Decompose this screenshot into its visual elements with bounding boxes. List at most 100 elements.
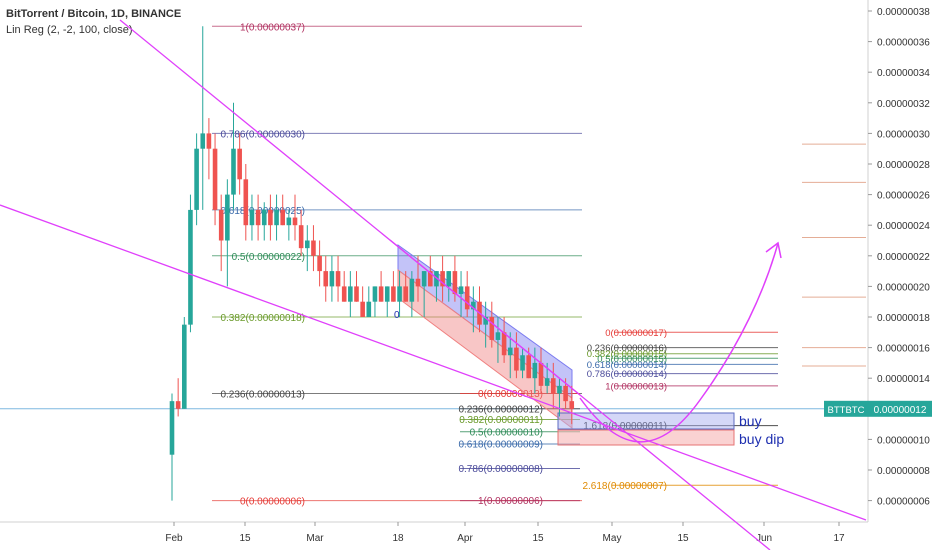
fib-level-label: 0(0.00000006) xyxy=(240,497,305,508)
candle-body xyxy=(237,148,242,180)
candle-body xyxy=(514,347,519,371)
y-tick-label: 0.00000032 xyxy=(877,99,930,110)
candle-body xyxy=(428,271,433,287)
y-tick-label: 0.00000026 xyxy=(877,191,930,202)
fib-level-label: 0.5(0.00000022) xyxy=(232,252,305,263)
x-tick-label: 18 xyxy=(392,533,404,544)
candle-body xyxy=(329,271,335,287)
candle-body xyxy=(182,324,187,409)
candle-body xyxy=(378,286,384,302)
candle-body xyxy=(538,362,544,386)
y-tick-label: 0.00000020 xyxy=(877,282,930,293)
buy-dip-zone-box xyxy=(557,429,735,446)
fib-level-label: 1(0.00000037) xyxy=(240,22,305,33)
candle-body xyxy=(471,301,476,310)
candle-body xyxy=(397,286,402,302)
projection-curve xyxy=(579,242,779,443)
candle-body xyxy=(268,209,273,226)
y-tick-label: 0.00000028 xyxy=(877,160,930,171)
y-tick-label: 0.00000018 xyxy=(877,313,930,324)
candle-body xyxy=(452,271,458,295)
candle-body xyxy=(446,271,452,287)
candle-body xyxy=(317,255,322,272)
y-tick-label: 0.00000006 xyxy=(877,497,930,508)
candle-body xyxy=(557,385,562,394)
channel-upper-extension xyxy=(389,239,771,550)
channel-zero-label: 0 xyxy=(394,310,400,321)
candle-body xyxy=(323,271,329,287)
candle-body xyxy=(440,271,445,287)
candle-body xyxy=(372,286,378,302)
price-badge-label: 0.00000012 xyxy=(874,405,927,416)
x-tick-label: Feb xyxy=(165,533,183,544)
x-tick-label: May xyxy=(603,533,622,544)
candle-body xyxy=(526,355,531,379)
y-tick-label: 0.00000034 xyxy=(877,68,930,79)
x-tick-label: Jun xyxy=(756,533,772,544)
y-tick-label: 0.00000016 xyxy=(877,344,930,355)
candle-body xyxy=(569,401,575,409)
descending-support-line xyxy=(0,204,867,521)
chart-title: BitTorrent / Bitcoin, 1D, BINANCE xyxy=(6,8,182,20)
buy-dip-annotation: buy dip xyxy=(739,431,784,447)
y-tick-label: 0.00000010 xyxy=(877,435,930,446)
candle-body xyxy=(415,278,421,287)
candle-body xyxy=(218,209,224,241)
candle-body xyxy=(231,148,236,195)
fib-level-label: 0.618(0.00000009) xyxy=(458,439,543,450)
candle-body xyxy=(483,317,488,325)
candle-body xyxy=(341,286,347,302)
candle-body xyxy=(305,240,310,249)
candle-body xyxy=(200,133,206,149)
candle-body xyxy=(280,209,285,226)
fib-level-label: 0.786(0.00000014) xyxy=(587,369,667,380)
candle-body xyxy=(206,133,212,149)
y-tick-label: 0.00000036 xyxy=(877,38,930,49)
fib-level-label: 2.618(0.00000007) xyxy=(582,481,667,492)
candle-body xyxy=(298,225,304,249)
candle-body xyxy=(354,286,359,302)
candle-body xyxy=(520,355,525,371)
candle-body xyxy=(507,347,513,356)
candle-body xyxy=(495,332,501,340)
price-badge-bg xyxy=(868,400,932,417)
candle-body xyxy=(212,148,218,210)
fib-level-label: 0.618(0.00000014) xyxy=(587,360,667,371)
candle-body xyxy=(249,209,255,226)
candle-body xyxy=(458,286,464,295)
buy-annotation: buy xyxy=(739,413,762,429)
x-tick-label: 15 xyxy=(239,533,251,544)
fib-level-label: 0.236(0.00000012) xyxy=(458,404,543,415)
symbol-badge-bg xyxy=(824,400,868,417)
candle-body xyxy=(464,286,470,310)
candle-body xyxy=(360,301,365,317)
fib-level-label: 0.786(0.00000030) xyxy=(220,129,305,140)
candle-body xyxy=(403,286,408,302)
candle-body xyxy=(292,217,298,226)
fib-level-label: 0.382(0.00000015) xyxy=(587,349,667,360)
candle-body xyxy=(243,179,249,226)
candle-body xyxy=(563,385,568,402)
candle-body xyxy=(311,240,316,256)
candle-body xyxy=(489,317,495,340)
candle-body xyxy=(225,194,230,241)
fib-level-label: 0.5(0.00000010) xyxy=(470,427,543,438)
x-tick-label: 17 xyxy=(833,533,845,544)
y-tick-label: 0.00000030 xyxy=(877,129,930,140)
fib-level-label: 0.5(0.00000015) xyxy=(597,354,667,365)
fib-level-label: 0.236(0.00000013) xyxy=(220,390,305,401)
candle-body xyxy=(169,401,175,455)
x-tick-label: Mar xyxy=(306,533,324,544)
candle-body xyxy=(335,271,341,287)
fib-level-label: 0(0.00000013) xyxy=(478,389,543,400)
candle-body xyxy=(501,332,507,356)
y-tick-label: 0.00000022 xyxy=(877,252,930,263)
x-tick-label: Apr xyxy=(457,533,473,544)
candle-body xyxy=(384,286,390,302)
fib-level-label: 1(0.00000013) xyxy=(605,381,667,392)
candle-body xyxy=(188,209,193,325)
x-tick-label: 15 xyxy=(677,533,689,544)
candle-body xyxy=(194,148,199,210)
fib-level-label: 0(0.00000017) xyxy=(605,328,667,339)
